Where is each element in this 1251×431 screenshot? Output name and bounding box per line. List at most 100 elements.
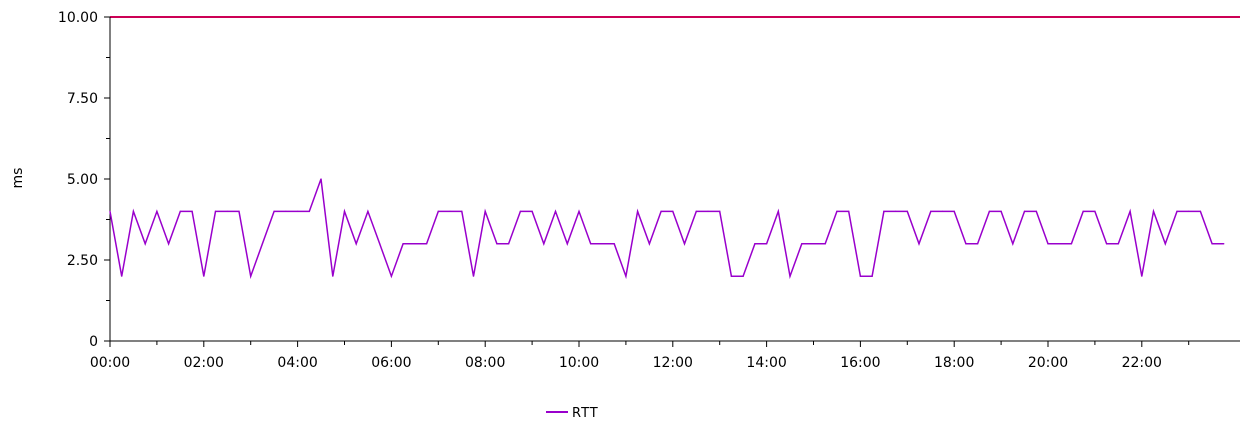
data-point xyxy=(941,210,944,212)
data-point xyxy=(625,275,627,277)
data-point xyxy=(637,210,639,212)
data-point xyxy=(449,210,451,212)
x-tick-label: 12:00 xyxy=(653,355,693,371)
data-point xyxy=(777,210,779,212)
data-point xyxy=(543,243,545,245)
data-point xyxy=(1141,275,1143,277)
data-point xyxy=(379,243,381,245)
data-point xyxy=(953,210,955,212)
data-point xyxy=(1211,243,1213,245)
data-point xyxy=(320,178,322,180)
y-tick-label: 7.50 xyxy=(67,91,98,107)
data-point xyxy=(390,275,392,277)
data-point xyxy=(414,243,416,245)
data-point xyxy=(566,243,568,245)
y-tick-label: 5.00 xyxy=(67,172,98,188)
y-tick-label: 10.00 xyxy=(58,10,98,26)
data-point xyxy=(531,210,533,212)
data-point xyxy=(425,243,428,245)
data-point xyxy=(1094,210,1096,212)
data-point xyxy=(132,210,135,212)
data-point xyxy=(906,210,908,212)
data-point xyxy=(402,243,404,245)
legend: RTT xyxy=(546,406,599,421)
data-point xyxy=(859,275,862,277)
data-point xyxy=(695,210,697,212)
data-point xyxy=(1117,243,1119,245)
data-point xyxy=(1047,243,1049,245)
data-point xyxy=(1070,243,1073,245)
data-point xyxy=(613,243,615,245)
data-point xyxy=(437,210,439,212)
data-point xyxy=(297,210,299,212)
data-point xyxy=(109,210,111,212)
data-point xyxy=(918,243,920,245)
data-point xyxy=(707,210,709,212)
data-point xyxy=(1164,243,1166,245)
data-point xyxy=(1082,210,1084,212)
data-point xyxy=(238,210,240,212)
data-point xyxy=(332,275,334,277)
data-point xyxy=(508,243,510,245)
x-tick-label: 06:00 xyxy=(371,355,411,371)
data-point xyxy=(472,275,475,277)
data-point xyxy=(484,210,486,212)
data-point xyxy=(824,243,826,245)
data-point xyxy=(226,210,228,212)
data-point xyxy=(578,210,580,212)
data-point xyxy=(871,275,873,277)
data-point xyxy=(601,243,604,245)
data-point xyxy=(742,275,744,277)
data-point xyxy=(168,243,170,245)
x-tick-label: 22:00 xyxy=(1122,355,1162,371)
data-point xyxy=(1035,210,1037,212)
data-point xyxy=(1012,243,1014,245)
data-point xyxy=(590,243,592,245)
data-point xyxy=(355,243,357,245)
data-point xyxy=(121,275,123,277)
data-point xyxy=(214,210,217,212)
y-tick-label: 2.50 xyxy=(67,253,98,269)
data-point xyxy=(261,243,264,245)
data-point xyxy=(1176,210,1178,212)
data-point xyxy=(554,210,557,212)
x-tick-label: 08:00 xyxy=(465,355,505,371)
data-point xyxy=(1199,210,1202,212)
x-tick-label: 04:00 xyxy=(277,355,317,371)
data-point xyxy=(519,210,521,212)
data-point xyxy=(179,210,181,212)
data-point xyxy=(250,275,252,277)
data-point xyxy=(308,210,310,212)
data-point xyxy=(730,275,733,277)
x-tick-label: 02:00 xyxy=(184,355,224,371)
data-point xyxy=(1223,243,1225,245)
legend-label-rtt: RTT xyxy=(572,406,599,421)
data-point xyxy=(719,210,721,212)
data-point xyxy=(343,210,346,212)
x-tick-label: 14:00 xyxy=(746,355,786,371)
y-tick-label: 0 xyxy=(89,334,98,350)
data-point xyxy=(754,243,756,245)
data-point xyxy=(965,243,967,245)
x-tick-label: 20:00 xyxy=(1028,355,1068,371)
data-point xyxy=(789,275,791,277)
series-line-rtt xyxy=(109,178,1224,280)
data-point xyxy=(1000,210,1002,212)
data-point xyxy=(977,243,979,245)
x-tick-label: 00:00 xyxy=(90,355,130,371)
data-point xyxy=(496,243,498,245)
data-point xyxy=(836,210,838,212)
data-point xyxy=(203,275,205,277)
data-point xyxy=(1188,210,1190,212)
x-tick-label: 16:00 xyxy=(840,355,880,371)
data-point xyxy=(801,243,803,245)
x-tick-label: 18:00 xyxy=(934,355,974,371)
data-point xyxy=(1129,210,1131,212)
data-point xyxy=(660,210,662,212)
y-axis-title: ms xyxy=(10,168,26,189)
data-point xyxy=(812,243,815,245)
data-point xyxy=(988,210,990,212)
data-point xyxy=(1023,210,1026,212)
data-point xyxy=(766,243,768,245)
